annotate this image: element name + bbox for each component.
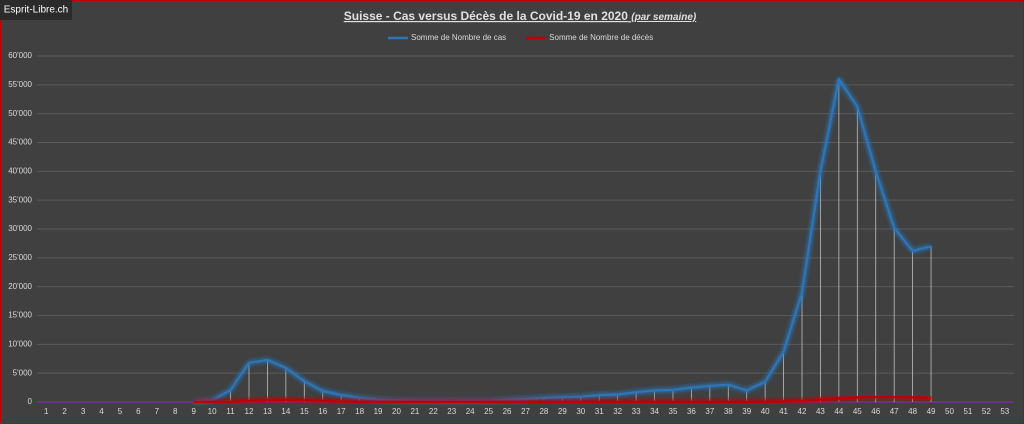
x-tick-label: 29 <box>558 407 567 416</box>
x-tick-label: 17 <box>337 407 346 416</box>
x-tick-label: 23 <box>447 407 456 416</box>
source-badge <box>0 0 72 20</box>
chart-title: Suisse - Cas versus Décès de la Covid-19… <box>344 9 697 23</box>
x-tick-label: 3 <box>81 407 86 416</box>
legend-label: Somme de Nombre de cas <box>411 33 506 42</box>
y-tick-label: 30'000 <box>8 224 32 233</box>
x-tick-label: 32 <box>613 407 622 416</box>
x-tick-label: 10 <box>208 407 217 416</box>
x-tick-label: 30 <box>576 407 585 416</box>
x-tick-label: 47 <box>890 407 899 416</box>
x-tick-label: 39 <box>742 407 751 416</box>
series-line <box>193 395 932 404</box>
x-tick-label: 40 <box>761 407 770 416</box>
x-tick-label: 6 <box>136 407 141 416</box>
x-tick-label: 9 <box>191 407 196 416</box>
x-tick-label: 50 <box>945 407 954 416</box>
x-tick-label: 18 <box>355 407 364 416</box>
x-tick-label: 4 <box>99 407 104 416</box>
x-tick-label: 20 <box>392 407 401 416</box>
x-tick-label: 26 <box>503 407 512 416</box>
y-tick-label: 20'000 <box>8 282 32 291</box>
x-tick-label: 49 <box>927 407 936 416</box>
x-tick-label: 7 <box>155 407 160 416</box>
x-tick-label: 45 <box>853 407 862 416</box>
subtitle: (par semaine) <box>631 12 697 23</box>
x-tick-label: 13 <box>263 407 272 416</box>
y-tick-label: 50'000 <box>8 109 32 118</box>
y-tick-label: 0 <box>28 397 33 406</box>
y-tick-label: 25'000 <box>8 253 32 262</box>
x-tick-label: 8 <box>173 407 178 416</box>
y-tick-label: 45'000 <box>8 138 32 147</box>
x-tick-label: 12 <box>245 407 254 416</box>
x-tick-label: 42 <box>798 407 807 416</box>
x-tick-label: 27 <box>521 407 530 416</box>
x-tick-label: 33 <box>632 407 641 416</box>
x-tick-label: 35 <box>669 407 678 416</box>
source: Esprit-Libre.ch <box>4 5 68 16</box>
x-tick-label: 34 <box>650 407 659 416</box>
x-tick-label: 28 <box>539 407 548 416</box>
x-tick-label: 48 <box>908 407 917 416</box>
title: Suisse - Cas versus Décès de la Covid-19… <box>344 9 628 23</box>
x-tick-label: 43 <box>816 407 825 416</box>
x-tick-label: 38 <box>724 407 733 416</box>
x-tick-label: 5 <box>118 407 123 416</box>
x-tick-label: 21 <box>410 407 419 416</box>
x-tick-label: 46 <box>871 407 880 416</box>
y-tick-label: 5'000 <box>13 368 33 377</box>
x-tick-label: 53 <box>1000 407 1009 416</box>
x-tick-label: 44 <box>834 407 843 416</box>
y-tick-label: 15'000 <box>8 311 32 320</box>
y-tick-label: 10'000 <box>8 339 32 348</box>
y-tick-label: 40'000 <box>8 166 32 175</box>
x-tick-label: 51 <box>963 407 972 416</box>
x-tick-label: 37 <box>705 407 714 416</box>
x-tick-label: 16 <box>318 407 327 416</box>
x-tick-label: 24 <box>466 407 475 416</box>
x-tick-label: 15 <box>300 407 309 416</box>
x-tick-label: 25 <box>484 407 493 416</box>
x-tick-label: 19 <box>374 407 383 416</box>
x-tick-label: 36 <box>687 407 696 416</box>
series-line <box>193 78 932 404</box>
legend-label: Somme de Nombre de décès <box>549 33 653 42</box>
x-tick-label: 14 <box>281 407 290 416</box>
y-tick-label: 35'000 <box>8 195 32 204</box>
y-tick-label: 60'000 <box>8 51 32 60</box>
x-tick-label: 11 <box>226 407 235 416</box>
y-tick-label: 55'000 <box>8 80 32 89</box>
x-tick-label: 31 <box>595 407 604 416</box>
x-tick-label: 52 <box>982 407 991 416</box>
x-tick-label: 22 <box>429 407 438 416</box>
x-tick-label: 41 <box>779 407 788 416</box>
x-tick-label: 1 <box>44 407 49 416</box>
x-tick-label: 2 <box>62 407 67 416</box>
